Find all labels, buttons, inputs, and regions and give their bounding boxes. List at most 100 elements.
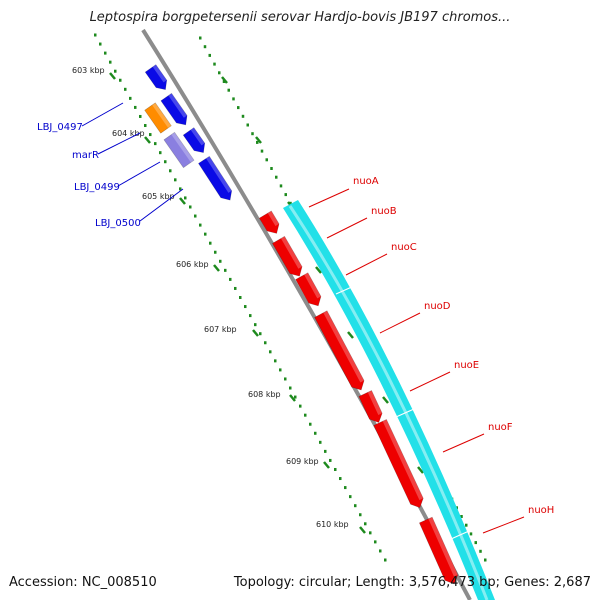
tick-dot-left <box>364 522 367 526</box>
tick-dot-left <box>124 87 127 91</box>
tick-dot-right <box>232 97 235 101</box>
tick-dot-left <box>319 440 322 444</box>
tick-mark <box>144 136 151 144</box>
leader-line <box>97 132 141 155</box>
tick-mark <box>382 396 389 404</box>
tick-dot-left <box>149 133 152 137</box>
tick-label: 607 kbp <box>204 325 237 334</box>
tick-mark <box>252 329 259 337</box>
gene-lbj0499 <box>163 131 195 169</box>
tick-dot-right <box>241 114 245 118</box>
gene-label-right[interactable]: nuoC <box>391 242 417 253</box>
tick-dot-left <box>269 350 272 354</box>
tick-label: 603 kbp <box>72 66 105 75</box>
gene-label-right[interactable]: nuoH <box>528 505 554 516</box>
map-title: Leptospira borgpetersenii serovar Hardjo… <box>89 10 511 25</box>
tick-dot-left <box>139 114 142 118</box>
tick-mark <box>289 394 296 402</box>
operon-divider <box>450 530 470 540</box>
tick-dot-left <box>249 314 252 318</box>
leader-line <box>379 312 421 334</box>
tick-dot-left <box>349 495 352 499</box>
gene-label-right[interactable]: nuoB <box>371 206 397 217</box>
gene-nuo-5 <box>373 419 424 508</box>
gene-label-right[interactable]: nuoF <box>488 422 513 433</box>
tick-dot-left <box>284 377 287 381</box>
leader-line <box>409 371 451 392</box>
tick-dot-left <box>194 214 197 218</box>
gene-label-left[interactable]: marR <box>72 150 99 161</box>
tick-dot-left <box>134 105 137 109</box>
gene-lbj0500 <box>198 155 233 201</box>
gene-label-right[interactable]: nuoD <box>424 301 451 312</box>
operon-divider <box>335 285 355 295</box>
tick-dot-left <box>164 160 167 164</box>
tick-label: 605 kbp <box>142 192 175 201</box>
tick-dot-left <box>309 422 312 426</box>
tick-label: 606 kbp <box>176 260 209 269</box>
tick-dot-right <box>203 45 207 49</box>
tick-dot-right <box>465 523 468 527</box>
tick-dot-right <box>222 80 226 83</box>
tick-dot-left <box>294 395 297 399</box>
tick-dot-left <box>154 142 157 146</box>
labels-layer: 603 kbp 604 kbp 605 kbp 606 kbp 607 kbp 608 k… <box>37 66 554 534</box>
operon-bar <box>283 200 495 600</box>
gene-nuo-0 <box>258 210 280 234</box>
tick-dot-left <box>184 196 187 200</box>
gene-nuo-2 <box>295 272 322 307</box>
tick-dot-left <box>199 223 202 227</box>
tick-dot-right <box>199 36 202 40</box>
tick-dot-left <box>209 241 212 245</box>
tick-dot-left <box>144 124 147 128</box>
tick-label: 604 kbp <box>112 129 145 138</box>
tick-dot-left <box>159 151 162 155</box>
tick-mark <box>359 526 366 534</box>
tick-dot-right <box>479 549 482 553</box>
tick-dot-left <box>244 305 247 309</box>
gene-nuo-6 <box>418 516 459 585</box>
tick-dot-left <box>274 359 277 363</box>
tick-dot-left <box>254 323 257 327</box>
tick-mark <box>213 264 220 272</box>
tick-dot-right <box>256 140 259 144</box>
tick-mark <box>347 331 354 339</box>
tick-dot-left <box>94 33 97 37</box>
leader-line <box>482 516 525 534</box>
gene-label-left[interactable]: LBJ_0499 <box>74 182 120 193</box>
tick-dot-left <box>259 332 262 336</box>
tick-dot-right <box>484 558 487 562</box>
tick-dot-left <box>224 268 227 272</box>
tick-label: 608 kbp <box>248 390 281 399</box>
topology-text: Topology: circular; Length: 3,576,473 bp… <box>233 575 591 590</box>
tick-dot-left <box>104 51 107 55</box>
tick-dot-left <box>344 486 347 490</box>
tick-mark <box>179 197 186 205</box>
backbone-arc <box>141 28 472 600</box>
tick-dot-right <box>275 175 278 179</box>
gene-label-left[interactable]: LBJ_0500 <box>95 218 141 229</box>
tick-dot-left <box>179 187 182 191</box>
gene-label-right[interactable]: nuoA <box>353 176 379 187</box>
genes-layer <box>144 64 495 600</box>
tick-mark <box>323 461 330 469</box>
tick-dot-left <box>334 467 337 471</box>
gene-nuo-3 <box>314 310 365 391</box>
tick-dot-left <box>279 368 282 372</box>
tick-dot-left <box>324 449 327 453</box>
tick-dot-left <box>359 513 362 517</box>
accession-text: Accession: NC_008510 <box>9 575 157 590</box>
tick-mark <box>315 266 322 274</box>
tick-dot-left <box>369 531 372 535</box>
gene-label-right[interactable]: nuoE <box>454 360 479 371</box>
gene-label-left[interactable]: LBJ_0497 <box>37 122 83 133</box>
leader-line <box>442 433 485 453</box>
tick-dot-right <box>208 53 211 57</box>
leader-line <box>81 102 124 127</box>
tick-dot-right <box>251 132 254 136</box>
tick-dot-left <box>239 296 242 299</box>
gene-nuo-4 <box>358 390 383 423</box>
tick-dot-right <box>260 149 264 153</box>
tick-dot-right <box>474 541 477 545</box>
